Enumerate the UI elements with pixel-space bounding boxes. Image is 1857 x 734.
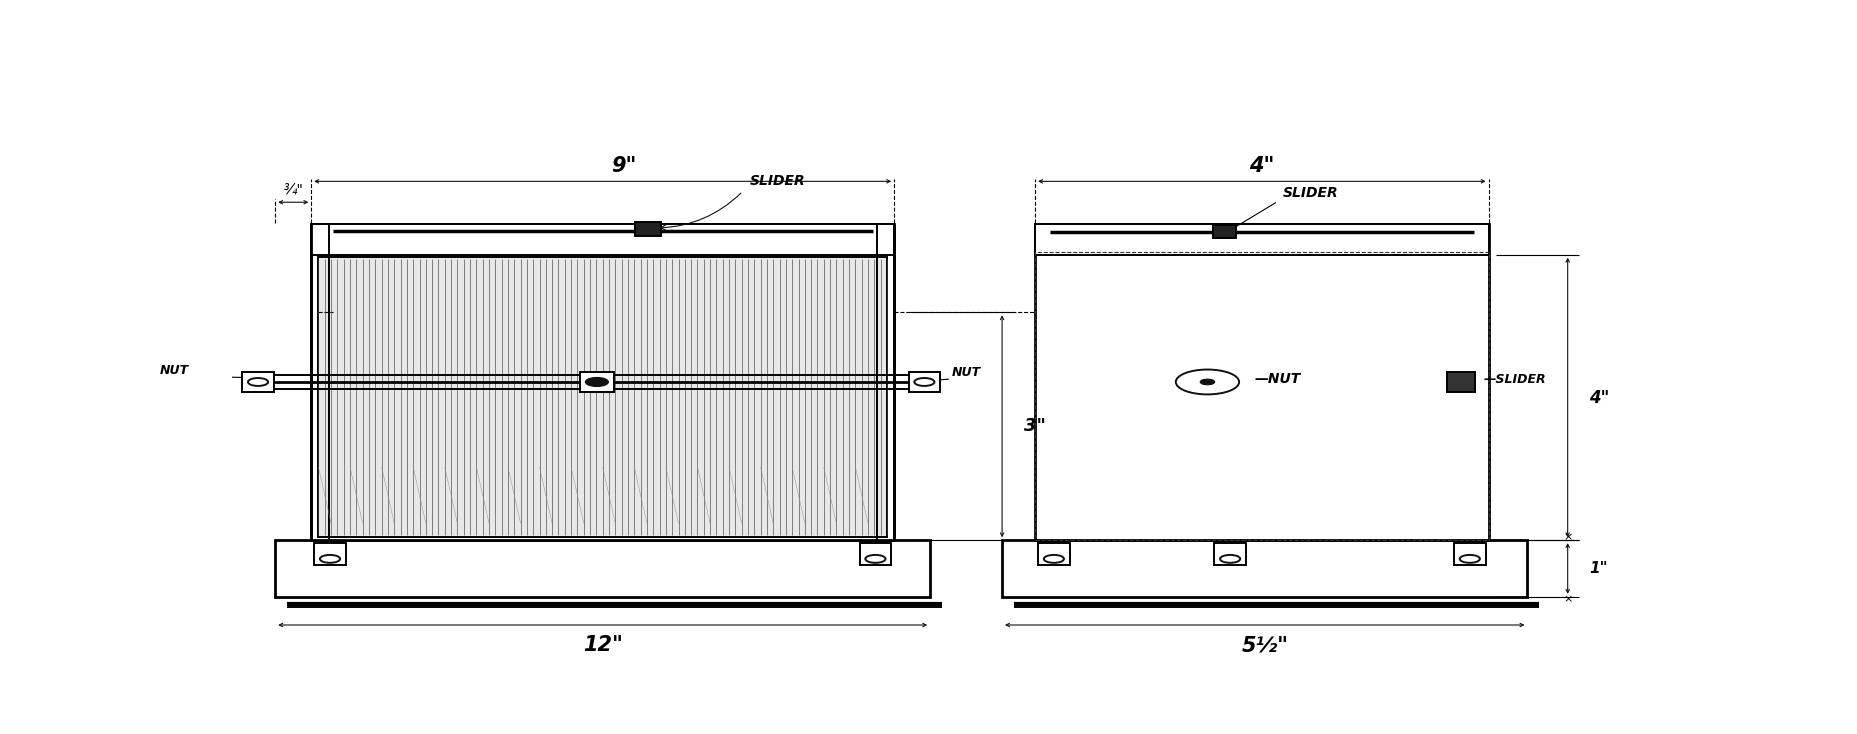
Bar [1454, 543, 1486, 564]
Text: NUT: NUT [160, 365, 189, 377]
Bar [312, 224, 895, 255]
Text: 1": 1" [1590, 561, 1608, 576]
Text: ×: × [1564, 595, 1573, 605]
Circle shape [585, 377, 609, 387]
Text: —NUT: —NUT [1255, 372, 1302, 386]
Bar [312, 224, 895, 540]
Bar [275, 540, 930, 597]
Text: 3": 3" [1023, 418, 1045, 435]
Bar [1038, 543, 1070, 564]
Bar [1447, 372, 1474, 392]
Text: 5½": 5½" [1240, 635, 1289, 655]
Bar [1213, 225, 1235, 238]
Text: ×: × [1564, 532, 1573, 542]
Bar [241, 372, 273, 392]
Bar [314, 543, 345, 564]
Bar [319, 256, 888, 537]
Bar [1003, 540, 1526, 597]
Bar [860, 543, 891, 564]
Text: SLIDER: SLIDER [750, 175, 806, 189]
Text: 9": 9" [611, 156, 637, 175]
Bar [1034, 224, 1489, 540]
Text: 4": 4" [1590, 388, 1610, 407]
Text: —SLIDER: —SLIDER [1484, 373, 1547, 385]
Bar [908, 372, 940, 392]
Bar [579, 372, 615, 392]
Text: 4": 4" [1250, 156, 1274, 175]
Bar [1034, 252, 1489, 540]
Text: NUT: NUT [951, 366, 980, 379]
Text: ¾": ¾" [284, 184, 303, 197]
Bar [1214, 543, 1246, 564]
Circle shape [1200, 379, 1214, 385]
Bar [1034, 224, 1489, 255]
Text: SLIDER: SLIDER [1283, 186, 1339, 200]
Text: 12": 12" [583, 635, 622, 655]
Bar [635, 222, 661, 236]
